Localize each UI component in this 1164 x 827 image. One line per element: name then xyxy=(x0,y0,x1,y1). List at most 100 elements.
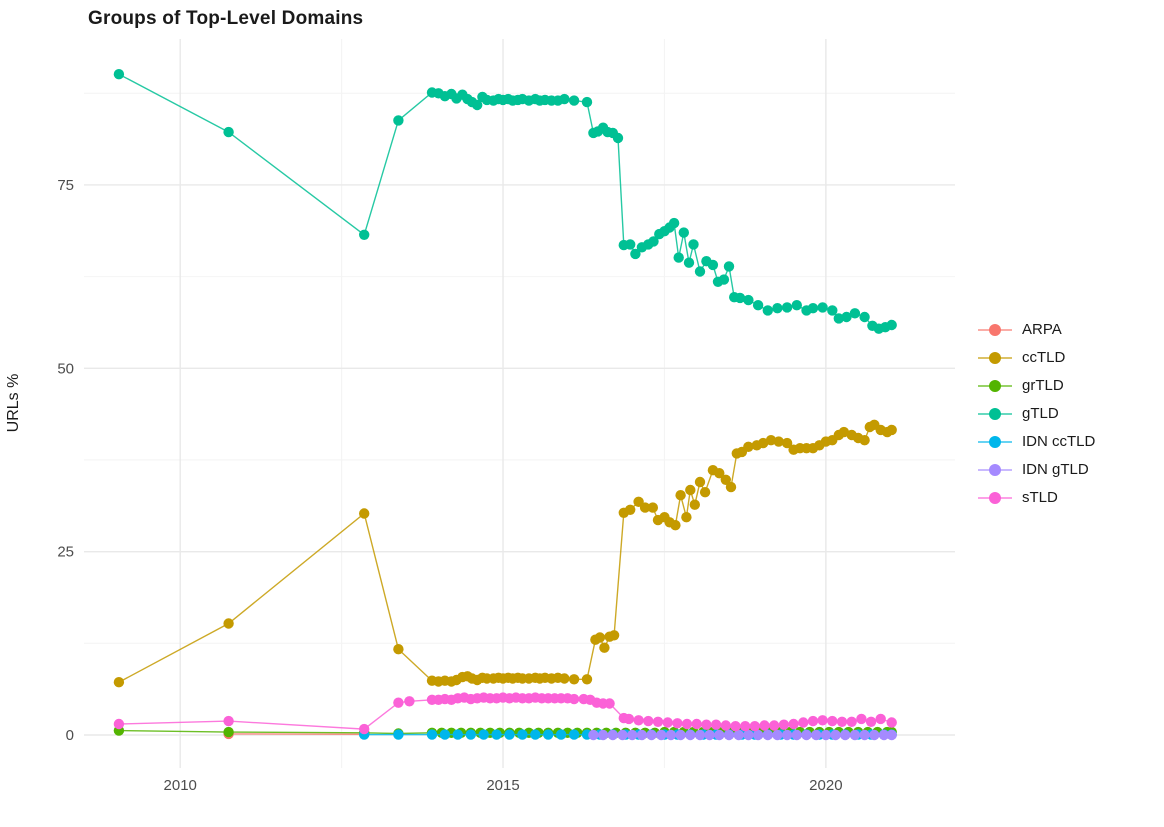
data-point-gtld xyxy=(678,227,689,238)
data-point-cctld xyxy=(681,512,692,523)
x-tick-label: 2015 xyxy=(486,777,519,794)
data-point-gtld xyxy=(630,248,641,260)
legend-label: IDN ccTLD xyxy=(1022,433,1096,450)
data-point-idn-gtld xyxy=(714,729,725,741)
legend-key-dot xyxy=(989,463,1001,476)
data-point-stld xyxy=(643,715,654,727)
data-point-idn-gtld xyxy=(830,729,841,741)
data-point-idn-cctld xyxy=(491,729,502,740)
legend-key-dot xyxy=(989,351,1001,364)
data-point-cctld xyxy=(685,484,696,496)
data-point-cctld xyxy=(694,476,706,488)
data-point-idn-gtld xyxy=(886,729,897,741)
data-point-gtld xyxy=(833,313,844,324)
data-point-cctld xyxy=(689,499,700,510)
data-point-cctld xyxy=(594,632,606,643)
data-point-cctld xyxy=(568,674,580,685)
y-tick-label: 0 xyxy=(66,727,74,744)
data-point-idn-gtld xyxy=(752,729,764,741)
legend-label: ARPA xyxy=(1022,321,1062,338)
data-point-stld xyxy=(740,721,751,732)
data-point-idn-gtld xyxy=(588,729,599,741)
data-point-cctld xyxy=(743,441,754,452)
data-point-idn-cctld xyxy=(426,729,438,740)
legend-key-icon xyxy=(978,348,1012,367)
data-point-cctld xyxy=(581,674,593,685)
data-point-gtld xyxy=(791,300,802,311)
data-point-gtld xyxy=(568,95,580,106)
data-point-idn-cctld xyxy=(555,729,567,740)
data-point-idn-gtld xyxy=(704,729,715,741)
data-point-cctld xyxy=(781,437,793,449)
data-point-idn-gtld xyxy=(636,729,648,741)
data-point-cctld xyxy=(608,630,620,641)
data-point-gtld xyxy=(694,266,706,277)
data-point-cctld xyxy=(758,437,769,449)
legend-label: sTLD xyxy=(1022,489,1058,506)
data-point-idn-gtld xyxy=(597,729,609,741)
data-point-gtld xyxy=(668,217,680,229)
data-point-stld xyxy=(817,715,828,726)
data-point-gtld xyxy=(223,126,234,138)
data-point-gtld xyxy=(113,69,125,80)
data-point-gtld xyxy=(886,319,897,331)
data-point-idn-gtld xyxy=(811,729,822,741)
data-point-stld xyxy=(681,718,693,730)
series-line-gtld xyxy=(118,73,892,330)
data-point-idn-gtld xyxy=(723,729,735,741)
data-point-idn-gtld xyxy=(694,729,706,741)
legend-key-icon xyxy=(978,376,1012,395)
y-tick-label: 25 xyxy=(57,544,74,561)
data-point-stld xyxy=(701,719,712,730)
data-point-stld xyxy=(691,718,702,730)
data-point-cctld xyxy=(725,481,737,493)
data-point-idn-gtld xyxy=(607,729,618,741)
y-axis-title: URLs % xyxy=(5,373,22,433)
data-point-cctld xyxy=(886,424,897,436)
data-point-gtld xyxy=(807,303,819,314)
data-point-stld xyxy=(633,715,644,726)
data-point-gtld xyxy=(683,257,695,268)
legend-key-dot xyxy=(989,323,1001,336)
data-point-gtld xyxy=(359,229,370,240)
data-point-idn-gtld xyxy=(840,729,851,741)
data-point-stld xyxy=(710,719,722,730)
data-point-stld xyxy=(662,717,673,728)
legend-key-icon xyxy=(978,488,1012,507)
data-point-gtld xyxy=(612,132,624,144)
chart-title: Groups of Top-Level Domains xyxy=(88,8,364,29)
data-point-stld xyxy=(798,717,809,728)
data-point-stld xyxy=(404,696,415,707)
data-point-idn-gtld xyxy=(791,729,802,741)
data-point-cctld xyxy=(359,508,370,519)
y-tick-label: 75 xyxy=(57,177,74,194)
data-point-gtld xyxy=(393,115,404,126)
legend-key-icon xyxy=(978,432,1012,451)
data-point-idn-cctld xyxy=(478,729,489,740)
legend-key-icon xyxy=(978,320,1012,339)
data-point-idn-gtld xyxy=(627,729,638,741)
data-point-idn-gtld xyxy=(762,729,773,741)
data-point-idn-gtld xyxy=(849,729,861,741)
data-point-idn-gtld xyxy=(859,729,870,741)
data-point-gtld xyxy=(849,308,861,319)
data-point-gtld xyxy=(723,261,735,272)
data-point-stld xyxy=(359,723,370,735)
data-point-stld xyxy=(672,718,683,729)
data-point-cctld xyxy=(859,435,870,446)
legend: ARPA ccTLD grTLD gTLD IDN ccTLD IDN gTLD sTLD xyxy=(978,320,1095,507)
x-tick-label: 2010 xyxy=(164,777,197,794)
data-point-stld xyxy=(223,715,234,727)
data-point-idn-gtld xyxy=(869,729,880,741)
data-point-stld xyxy=(759,720,770,731)
data-point-idn-gtld xyxy=(656,729,667,741)
data-point-idn-cctld xyxy=(568,729,580,740)
data-point-gtld xyxy=(707,259,719,271)
data-point-idn-gtld xyxy=(675,729,686,741)
data-point-cctld xyxy=(113,677,125,688)
data-point-grtld xyxy=(223,726,234,738)
legend-item-arpa: ARPA xyxy=(978,320,1095,339)
data-point-cctld xyxy=(393,644,404,655)
data-point-gtld xyxy=(752,300,764,311)
